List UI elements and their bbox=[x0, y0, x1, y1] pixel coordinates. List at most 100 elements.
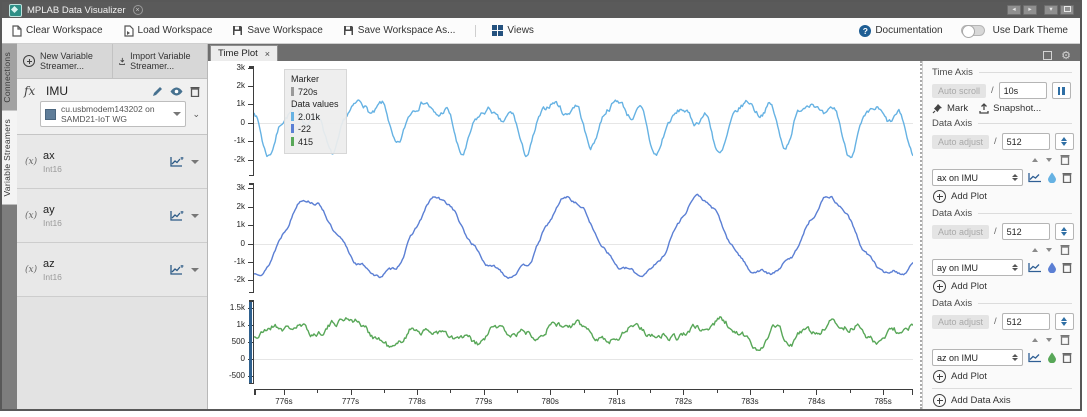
auto-adjust-button[interactable]: Auto adjust bbox=[932, 224, 990, 239]
nav-back-button[interactable]: ◂ bbox=[1007, 5, 1021, 15]
axis-range-input[interactable] bbox=[1001, 313, 1050, 330]
variable-name: ax bbox=[43, 149, 55, 162]
panel-detach-icon[interactable] bbox=[1043, 51, 1053, 60]
settings-gear-icon[interactable]: ⚙ bbox=[1061, 49, 1071, 62]
plot-style-icon[interactable] bbox=[1028, 352, 1042, 363]
plot-style-icon[interactable] bbox=[1028, 172, 1042, 183]
load-workspace-button[interactable]: Load Workspace bbox=[123, 24, 212, 37]
move-axis-down-icon[interactable] bbox=[1046, 337, 1052, 342]
plus-circle-icon bbox=[933, 280, 946, 293]
x-minor-tick bbox=[583, 390, 585, 393]
delete-plot-trash-icon[interactable] bbox=[1062, 352, 1072, 363]
plot-region-1 bbox=[254, 181, 913, 295]
x-minor-tick bbox=[516, 390, 518, 393]
x-tick-label: 777s bbox=[341, 397, 360, 406]
y-tick-label: -1k bbox=[233, 136, 245, 146]
plot-style-icon[interactable] bbox=[1028, 262, 1042, 273]
add-to-plot-icon[interactable] bbox=[170, 210, 185, 222]
variable-row-ay: (x) ay Int16 bbox=[17, 189, 207, 244]
y-tick-label: 0 bbox=[240, 117, 245, 127]
minimize-button[interactable]: ▾ bbox=[1044, 5, 1058, 15]
nav-forward-button[interactable]: ▸ bbox=[1023, 5, 1037, 15]
x-tick bbox=[417, 390, 419, 395]
pin-icon bbox=[932, 104, 942, 114]
y-axis-1: 3k 2k 1k 0 -1k -2k bbox=[210, 181, 254, 295]
add-to-plot-icon[interactable] bbox=[170, 264, 185, 276]
time-plot-canvas[interactable]: Marker 720s Data values 2.01k -22 415 3k… bbox=[208, 61, 922, 409]
y-tick bbox=[248, 325, 253, 327]
maximize-button[interactable] bbox=[1060, 5, 1074, 15]
plot-line-ax bbox=[254, 99, 913, 159]
y-tick-label: 0 bbox=[240, 238, 245, 248]
tab-close-icon[interactable]: × bbox=[264, 48, 271, 59]
y-tick-label: 1.5k bbox=[229, 303, 245, 313]
new-variable-streamer-button[interactable]: New Variable Streamer... bbox=[17, 44, 112, 78]
dark-theme-toggle[interactable] bbox=[960, 25, 985, 38]
move-axis-down-icon[interactable] bbox=[1046, 157, 1052, 162]
visibility-eye-icon[interactable] bbox=[170, 87, 183, 96]
delete-plot-trash-icon[interactable] bbox=[1062, 172, 1072, 183]
delete-plot-trash-icon[interactable] bbox=[1062, 262, 1072, 273]
tab-variable-streamers[interactable]: Variable Streamers bbox=[2, 110, 17, 205]
plot-source-dropdown[interactable]: az on IMU bbox=[932, 349, 1023, 366]
source-checkbox[interactable] bbox=[45, 108, 56, 120]
axis-range-stepper[interactable] bbox=[1054, 223, 1074, 240]
documentation-button[interactable]: ? Documentation bbox=[859, 24, 943, 37]
auto-scroll-button[interactable]: Auto scroll bbox=[932, 83, 987, 98]
x-tick-label: 784s bbox=[807, 397, 826, 406]
plot-color-drop-icon[interactable] bbox=[1047, 172, 1057, 183]
tab-connections[interactable]: Connections bbox=[2, 44, 17, 111]
mark-button[interactable]: Mark bbox=[932, 103, 968, 114]
edit-pencil-icon[interactable] bbox=[152, 86, 163, 97]
variable-menu-caret[interactable] bbox=[191, 159, 199, 164]
axis-range-stepper[interactable] bbox=[1054, 313, 1074, 330]
close-icon[interactable]: × bbox=[132, 5, 143, 15]
delete-axis-trash-icon[interactable] bbox=[1060, 244, 1070, 255]
time-span-input[interactable] bbox=[998, 82, 1047, 99]
plot-color-drop-icon[interactable] bbox=[1047, 352, 1057, 363]
save-workspace-as-button[interactable]: Save Workspace As... bbox=[343, 25, 455, 36]
y-tick bbox=[248, 375, 253, 377]
streamer-name: IMU bbox=[46, 84, 68, 98]
x-minor-tick bbox=[450, 390, 452, 393]
import-variable-streamer-button[interactable]: Import Variable Streamer... bbox=[111, 44, 208, 78]
collapse-chevron-icon[interactable]: ⌄ bbox=[192, 108, 200, 119]
move-axis-up-icon[interactable] bbox=[1032, 157, 1038, 162]
add-plot-button[interactable]: Add Plot bbox=[933, 370, 1072, 383]
x-minor-tick bbox=[650, 390, 652, 393]
add-data-axis-button[interactable]: Add Data Axis bbox=[933, 394, 1072, 407]
x-tick bbox=[550, 390, 552, 395]
plus-circle-icon bbox=[23, 55, 35, 67]
move-axis-up-icon[interactable] bbox=[1032, 247, 1038, 252]
save-workspace-button[interactable]: Save Workspace bbox=[232, 25, 323, 36]
plot-source-dropdown[interactable]: ay on IMU bbox=[932, 259, 1023, 276]
variable-menu-caret[interactable] bbox=[191, 213, 199, 218]
variable-menu-caret[interactable] bbox=[191, 267, 199, 272]
variable-type: Int16 bbox=[43, 217, 62, 228]
add-to-plot-icon[interactable] bbox=[170, 156, 185, 168]
x-tick bbox=[350, 390, 352, 395]
add-plot-button[interactable]: Add Plot bbox=[933, 280, 1072, 293]
tab-time-plot[interactable]: Time Plot × bbox=[210, 45, 279, 61]
axis-range-input[interactable] bbox=[1001, 223, 1050, 240]
marker-swatch bbox=[291, 86, 294, 96]
streamer-source-select[interactable]: cu.usbmodem143202 on SAMD21-IoT WG bbox=[40, 101, 187, 128]
settings-divider bbox=[932, 388, 1072, 389]
left-tab-strip: Connections Variable Streamers bbox=[2, 44, 17, 409]
plot-source-dropdown[interactable]: ax on IMU bbox=[932, 169, 1023, 186]
add-plot-button[interactable]: Add Plot bbox=[933, 190, 1072, 203]
move-axis-up-icon[interactable] bbox=[1032, 337, 1038, 342]
move-axis-down-icon[interactable] bbox=[1046, 247, 1052, 252]
auto-adjust-button[interactable]: Auto adjust bbox=[932, 134, 990, 149]
axis-range-stepper[interactable] bbox=[1054, 133, 1074, 150]
plot-color-drop-icon[interactable] bbox=[1047, 262, 1057, 273]
views-button[interactable]: Views bbox=[492, 25, 534, 36]
delete-axis-trash-icon[interactable] bbox=[1060, 154, 1070, 165]
clear-workspace-button[interactable]: Clear Workspace bbox=[12, 24, 103, 37]
pause-button[interactable] bbox=[1051, 82, 1071, 99]
axis-range-input[interactable] bbox=[1001, 133, 1050, 150]
auto-adjust-button[interactable]: Auto adjust bbox=[932, 314, 990, 329]
delete-trash-icon[interactable] bbox=[190, 86, 200, 97]
delete-axis-trash-icon[interactable] bbox=[1060, 334, 1070, 345]
snapshot-button[interactable]: Snapshot... bbox=[979, 103, 1041, 114]
